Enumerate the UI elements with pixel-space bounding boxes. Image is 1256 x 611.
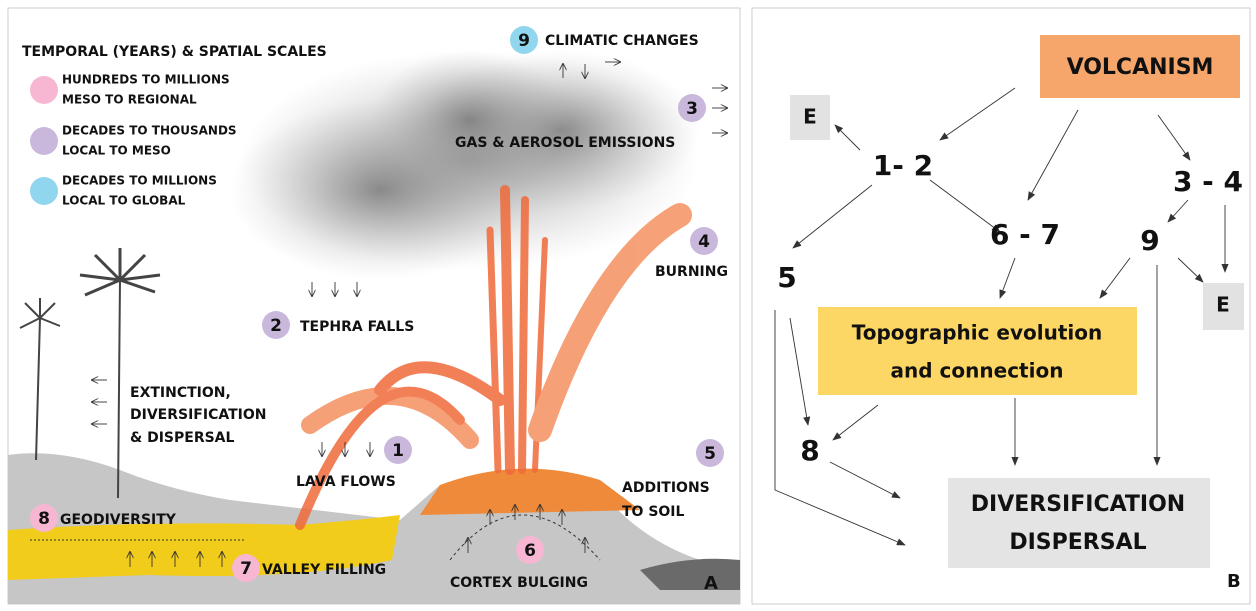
panel-a: TEMPORAL (YEARS) & SPATIAL SCALES HUNDRED…: [8, 8, 740, 604]
node-label: DISPERSAL: [1009, 530, 1146, 555]
panel-label: B: [1227, 571, 1241, 592]
process-number: 6: [524, 541, 536, 561]
node-label: 9: [1140, 224, 1159, 257]
process-number: 3: [686, 99, 698, 119]
process-label: GAS & AEROSOL EMISSIONS: [455, 135, 675, 151]
legend-swatch: [30, 177, 58, 205]
node-label: 6 - 7: [990, 218, 1060, 251]
figure: TEMPORAL (YEARS) & SPATIAL SCALES HUNDRED…: [0, 0, 1256, 607]
node-label: E: [803, 105, 817, 129]
node-label: 8: [800, 434, 819, 467]
node-label: 3 - 4: [1173, 165, 1243, 198]
process-number: 5: [704, 444, 716, 464]
node-label: 1- 2: [873, 149, 933, 182]
process-label: LAVA FLOWS: [296, 474, 396, 490]
legend-label: LOCAL TO MESO: [62, 144, 171, 158]
node-label: and connection: [891, 359, 1064, 383]
legend-label: DECADES TO THOUSANDS: [62, 124, 237, 138]
legend-label: LOCAL TO GLOBAL: [62, 194, 186, 208]
process-label: CORTEX BULGING: [450, 575, 588, 591]
process-number: 1: [392, 441, 404, 461]
process-label: BURNING: [655, 264, 728, 280]
panel-label: A: [704, 573, 718, 594]
biota-label: EXTINCTION,: [130, 385, 231, 401]
process-label: ADDITIONS: [622, 480, 710, 496]
legend-label: DECADES TO MILLIONS: [62, 174, 217, 188]
node-label: 5: [777, 261, 796, 294]
process-number: 4: [698, 232, 710, 252]
node-label: DIVERSIFICATION: [971, 492, 1185, 517]
node-label: VOLCANISM: [1067, 55, 1214, 80]
node-label: Topographic evolution: [852, 321, 1103, 345]
process-number: 8: [38, 509, 50, 529]
legend-title: TEMPORAL (YEARS) & SPATIAL SCALES: [22, 44, 327, 60]
process-label: GEODIVERSITY: [60, 512, 177, 528]
legend-swatch: [30, 76, 58, 104]
legend-label: HUNDREDS TO MILLIONS: [62, 73, 230, 87]
process-label: TEPHRA FALLS: [300, 319, 414, 335]
process-number: 7: [240, 559, 252, 579]
panel-b: VOLCANISM E 1- 2 3 - 4 6 - 7 9 5 E Topographic e…: [752, 8, 1250, 604]
process-number: 9: [518, 31, 530, 51]
biota-label: DIVERSIFICATION: [130, 407, 266, 423]
process-label: CLIMATIC CHANGES: [545, 33, 699, 49]
process-label: VALLEY FILLING: [262, 562, 386, 578]
legend-swatch: [30, 127, 58, 155]
legend-label: MESO TO REGIONAL: [62, 93, 197, 107]
biota-label: & DISPERSAL: [130, 430, 235, 446]
process-number: 2: [270, 316, 282, 336]
process-label: TO SOIL: [622, 504, 685, 520]
node-label: E: [1216, 293, 1230, 317]
